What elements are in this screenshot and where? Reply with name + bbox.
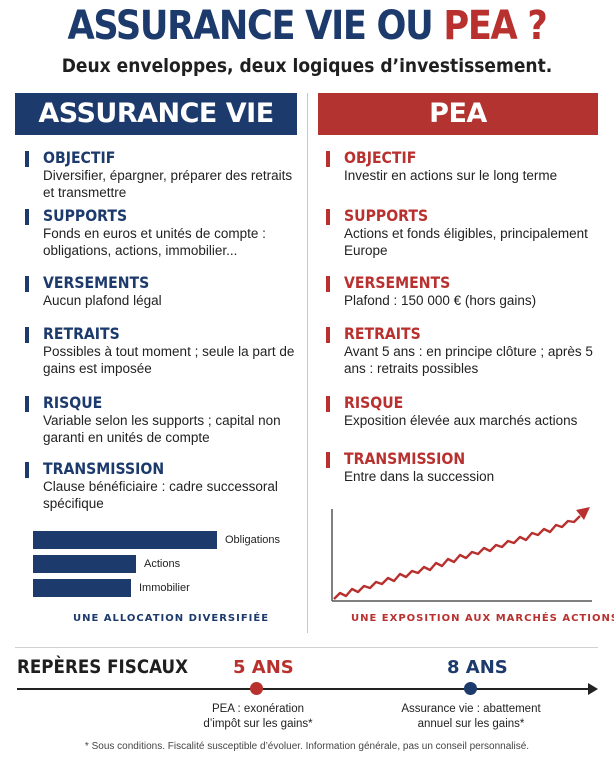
title-part-pea: PEA ? (443, 3, 547, 49)
milestone-note-5: PEA : exonération d’impôt sur les gains* (188, 702, 328, 732)
column-divider (307, 93, 308, 633)
section-body: Entre dans la succession (344, 469, 495, 484)
section-marker (326, 327, 330, 343)
section-title: OBJECTIF (344, 148, 417, 167)
milestone-year-8: 8 ANS (447, 657, 508, 678)
section-title: TRANSMISSION (43, 459, 165, 478)
section-title: VERSEMENTS (344, 273, 451, 292)
allocation-label-immobilier: Immobilier (139, 582, 190, 594)
section-marker (326, 396, 330, 412)
section-title: VERSEMENTS (43, 273, 150, 292)
section-separator (15, 647, 598, 648)
section-marker (326, 151, 330, 167)
section-title: SUPPORTS (43, 206, 128, 225)
section-title: RISQUE (43, 393, 103, 412)
milestone-note-line: Assurance vie : abattement (401, 703, 541, 715)
allocation-bar-immobilier (33, 579, 131, 597)
section-body: Fonds en euros et unités de compte : obl… (43, 226, 266, 258)
allocation-bar-obligations (33, 531, 217, 549)
section-body: Exposition élevée aux marchés actions (344, 413, 578, 428)
page-subtitle: Deux enveloppes, deux logiques d’investi… (61, 55, 553, 77)
section-body: Possibles à tout moment ; seule la part … (43, 344, 295, 376)
section-marker (326, 209, 330, 225)
section-marker (25, 151, 29, 167)
section-title: RETRAITS (43, 324, 120, 343)
section-marker (25, 327, 29, 343)
allocation-label-obligations: Obligations (225, 534, 281, 546)
section-marker (25, 396, 29, 412)
header-assurance-vie: ASSURANCE VIE (15, 93, 297, 135)
section-title: OBJECTIF (43, 148, 116, 167)
market-growth-line-illustration (331, 507, 592, 602)
footnote: * Sous conditions. Fiscalité susceptible… (84, 741, 530, 752)
section-title: TRANSMISSION (344, 449, 466, 468)
header-pea: PEA (318, 93, 598, 135)
section-body: Investir en actions sur le long terme (344, 168, 558, 183)
milestone-year-5: 5 ANS (233, 657, 294, 678)
allocation-label-actions: Actions (144, 558, 181, 570)
title-part-assurance-vie: ASSURANCE VIE OU (67, 3, 444, 49)
milestone-dot-8 (464, 682, 477, 695)
arrow-right-icon (588, 683, 598, 695)
section-marker (25, 276, 29, 292)
page-title: ASSURANCE VIE OU PEA ? (37, 3, 577, 49)
section-body: Diversifier, épargner, préparer des retr… (43, 168, 293, 200)
section-marker (326, 276, 330, 292)
allocation-bar-actions (33, 555, 136, 573)
milestone-note-line: PEA : exonération (211, 703, 305, 715)
milestone-note-line: d’impôt sur les gains* (203, 718, 313, 730)
section-marker (326, 452, 330, 468)
section-body: Plafond : 150 000 € (hors gains) (344, 293, 537, 308)
section-title: RISQUE (344, 393, 404, 412)
left-caption: UNE ALLOCATION DIVERSIFIÉE (73, 613, 270, 624)
timeline-line (17, 688, 593, 690)
section-body: Clause bénéficiaire : cadre successoral … (43, 479, 278, 511)
milestone-dot-5 (250, 682, 263, 695)
section-marker (25, 462, 29, 478)
section-title: SUPPORTS (344, 206, 429, 225)
milestone-note-8: Assurance vie : abattement annuel sur le… (396, 702, 546, 732)
section-body: Variable selon les supports ; capital no… (43, 413, 281, 445)
section-marker (25, 209, 29, 225)
section-body: Actions et fonds éligibles, principaleme… (344, 226, 588, 258)
arrow-up-icon (576, 507, 590, 520)
section-title: RETRAITS (344, 324, 421, 343)
illustration-growth-line (333, 515, 581, 600)
section-body: Aucun plafond légal (43, 293, 162, 308)
right-caption: UNE EXPOSITION AUX MARCHÉS ACTIONS (351, 613, 614, 624)
fiscal-title: REPÈRES FISCAUX (17, 656, 188, 678)
milestone-note-line: annuel sur les gains* (417, 718, 525, 730)
section-body: Avant 5 ans : en principe clôture ; aprè… (344, 344, 593, 376)
